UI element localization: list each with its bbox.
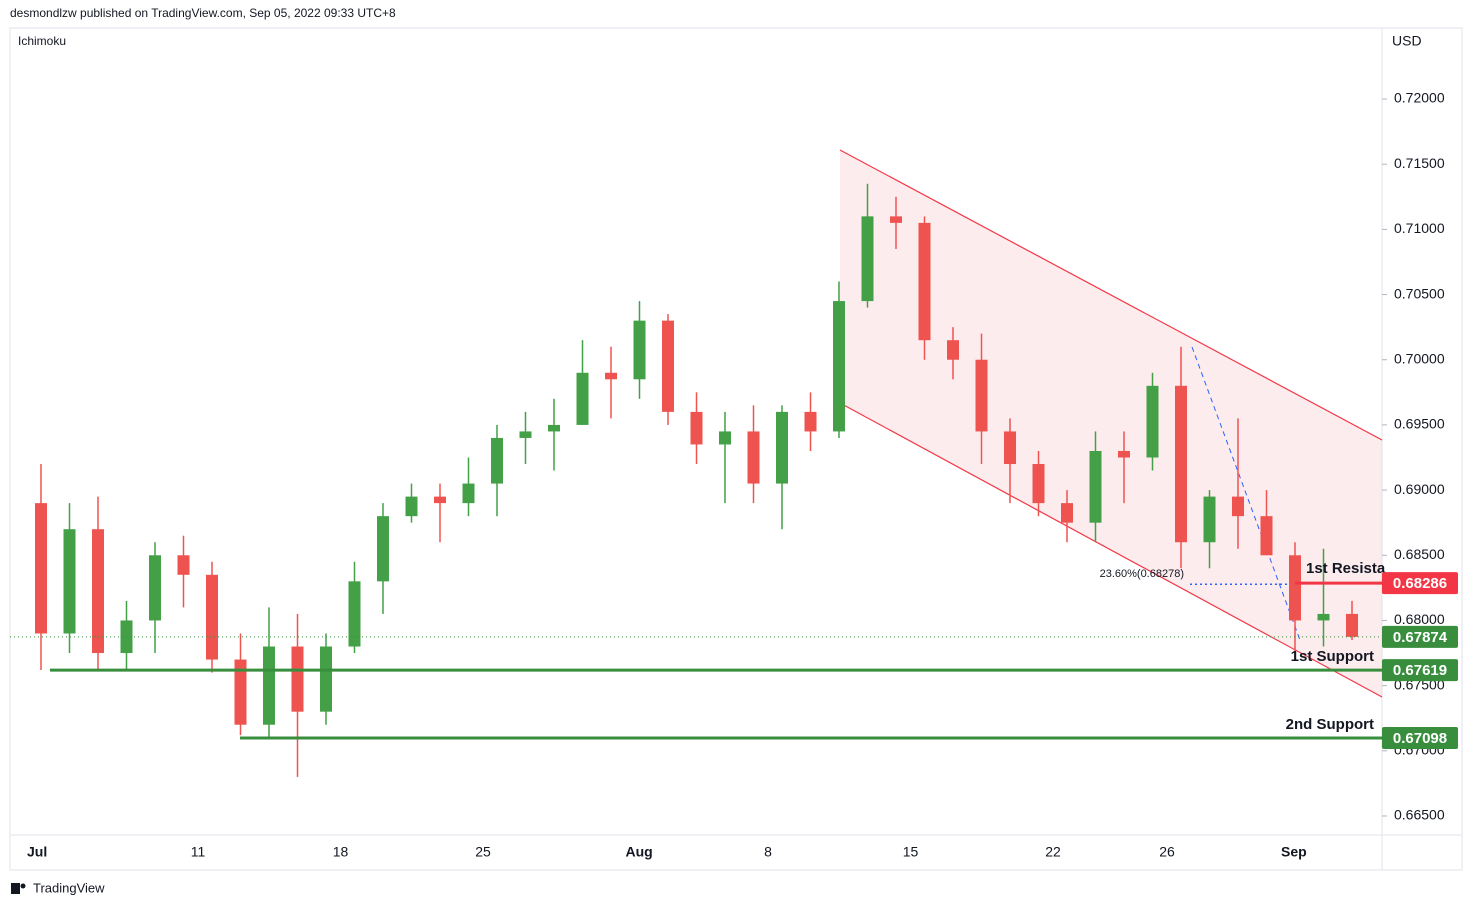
candle-body xyxy=(576,372,589,425)
level-label: 1st Resista xyxy=(1306,560,1386,577)
x-tick-label: Sep xyxy=(1281,844,1307,860)
candle-body xyxy=(1232,496,1244,517)
candle-body xyxy=(1061,503,1073,523)
x-tick-label: 8 xyxy=(764,844,772,860)
channel-lower xyxy=(839,402,1383,698)
candle-body xyxy=(633,320,646,380)
y-tick-label: 0.68500 xyxy=(1394,546,1445,562)
y-tick-label: 0.70500 xyxy=(1394,285,1445,301)
candle-body xyxy=(206,574,218,660)
y-tick-label: 0.71000 xyxy=(1394,220,1445,236)
candle-body xyxy=(833,301,845,432)
candle-body xyxy=(1289,555,1301,621)
candle-body xyxy=(890,216,902,223)
candle-body xyxy=(377,516,389,582)
x-tick-label: Jul xyxy=(27,844,47,860)
price-tag xyxy=(1382,572,1458,595)
price-tag-label: 0.67874 xyxy=(1393,629,1448,646)
price-tag xyxy=(1382,625,1458,648)
price-tag-label: 0.67619 xyxy=(1393,662,1447,679)
x-tick-label: 18 xyxy=(333,844,349,860)
candle-body xyxy=(320,646,332,712)
price-tag xyxy=(1382,659,1458,682)
publish-info: desmondlzw published on TradingView.com,… xyxy=(10,6,396,20)
candle-body xyxy=(63,529,76,634)
price-tag-label: 0.68286 xyxy=(1393,575,1447,592)
candle-body xyxy=(662,320,674,412)
candle-body xyxy=(1004,431,1016,465)
fib-trend xyxy=(1191,346,1301,641)
y-tick-label: 0.68000 xyxy=(1394,611,1445,627)
candle-body xyxy=(776,411,788,484)
level-label: 2nd Support xyxy=(1286,716,1374,733)
candle-body xyxy=(1032,464,1045,504)
price-tag xyxy=(1382,727,1458,750)
candle-body xyxy=(1260,516,1273,556)
candle-body xyxy=(747,431,760,484)
y-tick-label: 0.69000 xyxy=(1394,481,1445,497)
candle-body xyxy=(719,431,731,445)
y-tick-label: 0.72000 xyxy=(1394,90,1445,106)
candle-body xyxy=(947,340,959,360)
candle-body xyxy=(263,646,275,725)
candle-body xyxy=(1146,385,1159,458)
candle-body xyxy=(975,359,988,432)
candle-body xyxy=(918,222,931,341)
candle-body xyxy=(1203,496,1216,543)
frame xyxy=(9,27,1463,871)
level-label: 1st Support xyxy=(1291,648,1374,665)
candle-body xyxy=(234,659,247,725)
candle-body xyxy=(291,646,304,712)
logo xyxy=(11,883,26,894)
y-tick-label: 0.70000 xyxy=(1394,350,1445,366)
candle-body xyxy=(462,483,475,504)
candle-body xyxy=(1346,613,1358,637)
candle-body xyxy=(149,555,161,621)
y-tick-label: 0.71500 xyxy=(1394,155,1445,171)
candle-body xyxy=(1089,450,1102,523)
x-tick-label: 22 xyxy=(1045,844,1061,860)
candle-body xyxy=(519,431,532,438)
fib-label: 23.60%(0.68278) xyxy=(1100,568,1184,580)
candle-body xyxy=(1317,613,1330,621)
candle-body xyxy=(804,411,817,432)
candle-body xyxy=(1175,385,1187,543)
footer-brand: TradingView xyxy=(33,880,105,895)
candle-body xyxy=(690,411,703,445)
y-tick-label: 0.66500 xyxy=(1394,807,1445,823)
candle-body xyxy=(1118,450,1130,458)
indicator-label: Ichimoku xyxy=(18,34,66,48)
candle-body xyxy=(92,529,104,654)
candle-body xyxy=(348,581,361,647)
price-tag-label: 0.67098 xyxy=(1393,730,1447,747)
x-tick-label: 26 xyxy=(1159,844,1175,860)
x-tick-label: Aug xyxy=(626,844,653,860)
channel-fill xyxy=(840,150,1382,697)
candle-body xyxy=(434,496,446,504)
candle-body xyxy=(35,503,47,634)
channel-upper xyxy=(839,149,1383,441)
y-tick-label: 0.69500 xyxy=(1394,416,1445,432)
candle-body xyxy=(605,372,617,380)
candle-body xyxy=(548,424,560,432)
candle-body xyxy=(177,555,190,575)
x-tick-label: 25 xyxy=(475,844,491,860)
x-tick-label: 15 xyxy=(903,844,919,860)
currency: USD xyxy=(1392,33,1422,49)
candle-body xyxy=(405,496,418,517)
x-tick-label: 11 xyxy=(191,844,206,860)
candle-body xyxy=(861,216,874,302)
candle-body xyxy=(491,437,503,484)
